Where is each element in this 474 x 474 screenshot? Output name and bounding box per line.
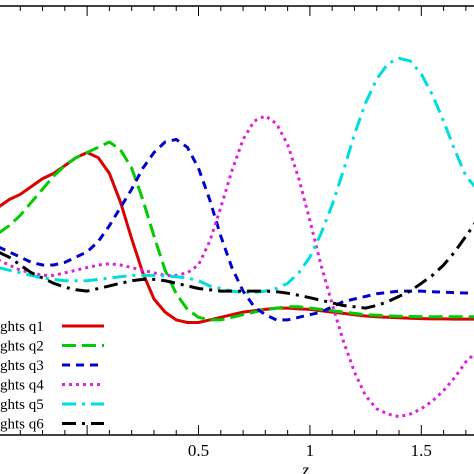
legend-label-5: ghts q5	[0, 397, 44, 413]
series-line-1	[0, 151, 474, 324]
x-tick-label-2: 1	[306, 441, 315, 460]
x-axis-label: z	[301, 460, 309, 474]
legend-label-4: ghts q4	[0, 378, 44, 394]
legend: ghts q1 ghts q2 ghts q3 ghts q4 ghts q5 ghts …	[0, 319, 104, 433]
series-line-4	[0, 114, 474, 419]
plot-frame	[0, 5, 474, 436]
legend-background	[0, 312, 112, 435]
x-tick-label-1: 0.5	[188, 441, 209, 460]
series-line-3	[0, 137, 474, 322]
legend-label-2: ghts q2	[0, 339, 44, 355]
axes: 0.5 1 1.5 z	[0, 5, 474, 474]
legend-label-1: ghts q1	[0, 319, 44, 335]
series-line-6	[0, 222, 474, 310]
legend-label-3: ghts q3	[0, 358, 44, 374]
series-line-2	[0, 140, 474, 322]
series-line-5	[0, 56, 474, 294]
series-lines	[0, 56, 474, 419]
x-tick-label-3: 1.5	[411, 441, 432, 460]
legend-label-6: ghts q6	[0, 417, 44, 433]
